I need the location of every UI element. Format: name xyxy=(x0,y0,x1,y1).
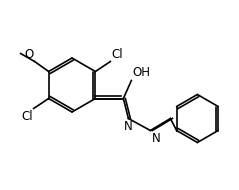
Text: N: N xyxy=(124,120,133,134)
Text: OH: OH xyxy=(132,66,150,79)
Text: O: O xyxy=(24,48,34,60)
Text: N: N xyxy=(151,132,160,146)
Text: Cl: Cl xyxy=(21,109,33,123)
Text: Cl: Cl xyxy=(111,48,123,60)
